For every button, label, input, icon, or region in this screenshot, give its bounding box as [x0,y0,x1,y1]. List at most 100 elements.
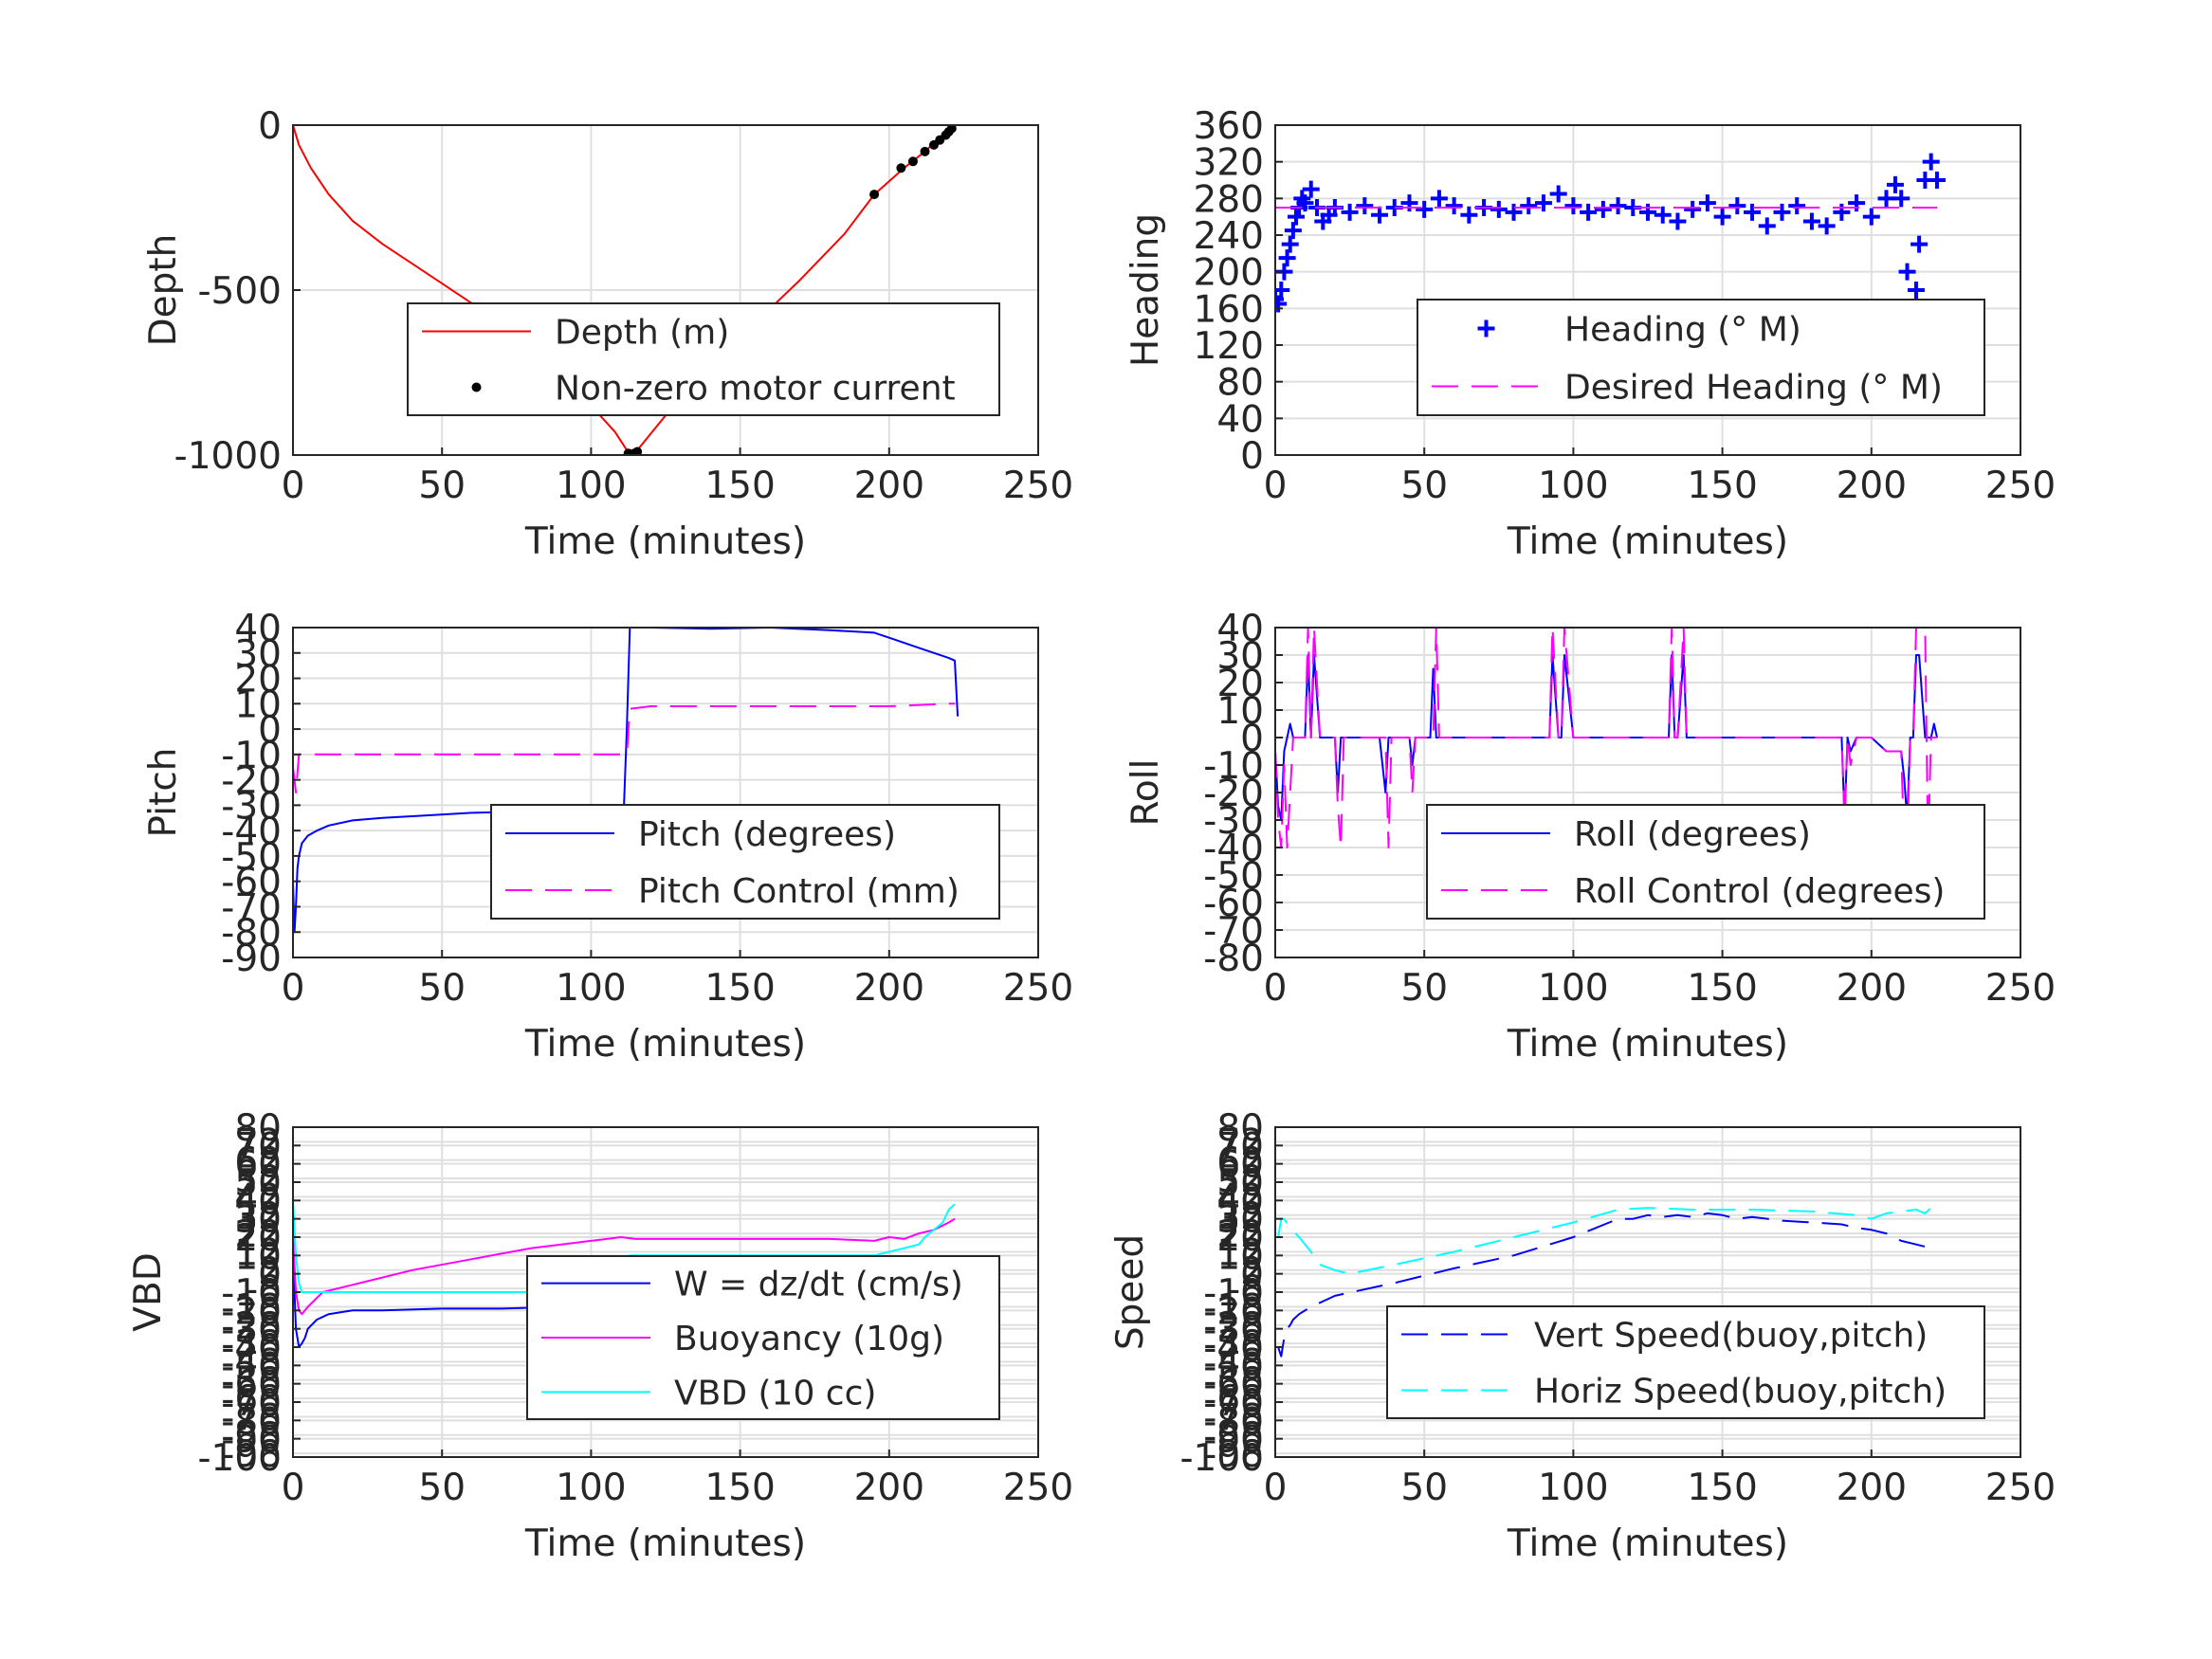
speed-ytick-label: 30 [1216,1199,1264,1242]
heading-legend-swatch-marker [1477,319,1495,337]
speed-legend-box [1386,1305,1985,1419]
pitch-ytick-label: 10 [234,684,282,726]
vbd-ytick-label: 42 [234,1176,282,1219]
roll-ytick-label: -80 [1203,938,1264,980]
vbd-ytick-label: 62 [234,1140,282,1183]
heading-series-0-point [1907,282,1925,299]
roll-ytick-label: -70 [1203,910,1264,953]
pitch-xtick-label: 100 [556,967,626,1010]
vbd-ytick-label: -8 [245,1268,282,1311]
vbd-ytick-label: 22 [234,1213,282,1256]
heading-legend: Heading (° M) Desired Heading (° M) [1417,299,1985,416]
vbd-ytick-label: -88 [221,1415,282,1458]
speed-xtick-label: 200 [1837,1467,1907,1509]
speed-ytick-label: -60 [1203,1364,1264,1407]
vbd-y-axis-label: VBD [127,1252,170,1331]
vbd-ytick-label: 72 [234,1121,282,1164]
speed-ytick-label: 60 [1216,1144,1264,1187]
speed-ytick-label: -48 [1203,1341,1264,1384]
roll-xtick-label: 100 [1538,967,1608,1010]
speed-ytick-label: 32 [1216,1195,1264,1238]
roll-ytick-label: 10 [1216,690,1264,733]
heading-series-0-point [1430,190,1448,208]
heading-ytick-label: 160 [1194,288,1264,331]
depth-ytick-label: 0 [258,105,282,148]
vbd-ytick-label: 52 [234,1158,282,1201]
heading-ytick-label: 40 [1216,398,1264,441]
speed-ytick-label: 20 [1216,1217,1264,1260]
heading-series-0-point [1275,295,1288,313]
vbd-x-axis-label: Time (minutes) [524,1522,806,1565]
speed-ytick-label: -18 [1203,1286,1264,1329]
heading-series-0-point [1898,263,1916,281]
speed-ytick-label: 42 [1216,1176,1264,1219]
heading-series-0-point [1580,203,1598,221]
pitch-x-axis-label: Time (minutes) [524,1023,806,1066]
speed-xtick-label: 50 [1400,1467,1448,1509]
heading-series-0-point [1341,203,1359,221]
depth-legend-entry: Non-zero motor current [471,370,956,409]
heading-series-0-point [1281,235,1299,253]
vbd-ticks: 0 50 100 150 200 250-100-90-80-70-60-50-40-30… [197,1107,1073,1509]
heading-x-axis-label: Time (minutes) [1507,520,1788,563]
speed-ytick-label: -88 [1203,1415,1264,1458]
heading-series-0-point [1490,200,1508,218]
heading-series-0-point [1445,197,1463,215]
heading-series-0-point [1818,217,1836,235]
roll-legend-label: Roll Control (degrees) [1574,872,1945,911]
heading-xtick-label: 50 [1400,465,1448,507]
speed-legend-label: Horiz Speed(buoy,pitch) [1534,1373,1947,1412]
vbd-legend-entry: W = dz/dt (cm/s) [541,1266,963,1304]
vbd-legend-label: VBD (10 cc) [674,1374,876,1413]
heading-series-0-point [1713,208,1731,226]
roll-legend: Roll (degrees) Roll Control (degrees) [1426,804,1985,920]
vbd-xtick-label: 200 [854,1467,924,1509]
depth-legend-swatch-marker [471,382,482,392]
vbd-ytick-label: -68 [221,1378,282,1421]
roll-xtick-label: 50 [1400,967,1448,1010]
roll-subplot: 0 50 100 150 200 250-80-70-60-50-40-30-20-100… [1124,608,2056,1066]
heading-series-0-point [1698,194,1716,212]
heading-xtick-label: 250 [1985,465,2056,507]
heading-series-0-point [1744,203,1762,221]
heading-series-0-point [1296,194,1314,212]
vbd-ytick-label: -10 [221,1272,282,1315]
pitch-ytick-label: 0 [258,709,282,752]
vbd-ytick-label: -80 [221,1400,282,1443]
speed-ytick-label: -50 [1203,1345,1264,1388]
heading-ticks: 0 50 100 150 200 2500408012016020024028032036… [1194,105,2057,507]
heading-legend-box [1417,299,1985,416]
depth-legend-entry: Depth (m) [422,314,729,353]
heading-series-0-point [1371,206,1389,224]
vbd-ytick-label: -58 [221,1360,282,1403]
speed-ytick-label: -30 [1203,1309,1264,1352]
roll-xtick-label: 200 [1837,967,1907,1010]
pitch-legend-label: Pitch Control (mm) [638,872,960,911]
roll-ytick-label: -30 [1203,800,1264,843]
heading-series-0-point [1275,290,1284,308]
pitch-series-1-line [293,702,955,793]
heading-series-0-point [1886,175,1904,193]
heading-legend-label: Heading (° M) [1564,311,1801,350]
heading-series-0-point [1922,153,1940,171]
vbd-legend-entry: Buoyancy (10g) [541,1320,944,1358]
heading-series-0-point [1416,200,1434,218]
depth-series-1-point [920,146,930,156]
heading-ytick-label: 360 [1194,105,1264,148]
heading-series-0-point [1534,194,1552,212]
pitch-ytick-label: -20 [221,760,282,803]
vbd-ytick-label: -28 [221,1305,282,1348]
pitch-xtick-label: 250 [1003,967,1073,1010]
vbd-ytick-label: 50 [234,1162,282,1205]
heading-series-0-point [1833,203,1851,221]
speed-xtick-label: 150 [1687,1467,1757,1509]
speed-series-group [1277,1207,1938,1358]
heading-series-0-point [1669,212,1687,230]
heading-series-0-point [1520,197,1538,215]
pitch-legend: Pitch (degrees) Pitch Control (mm) [490,804,1000,920]
depth-legend-box [407,302,1000,416]
heading-legend-entry: Heading (° M) [1477,311,1801,350]
heading-series-0-point [1910,235,1929,253]
heading-subplot: 0 50 100 150 200 2500408012016020024028032036… [1124,105,2056,563]
pitch-xtick-label: 0 [282,967,305,1010]
